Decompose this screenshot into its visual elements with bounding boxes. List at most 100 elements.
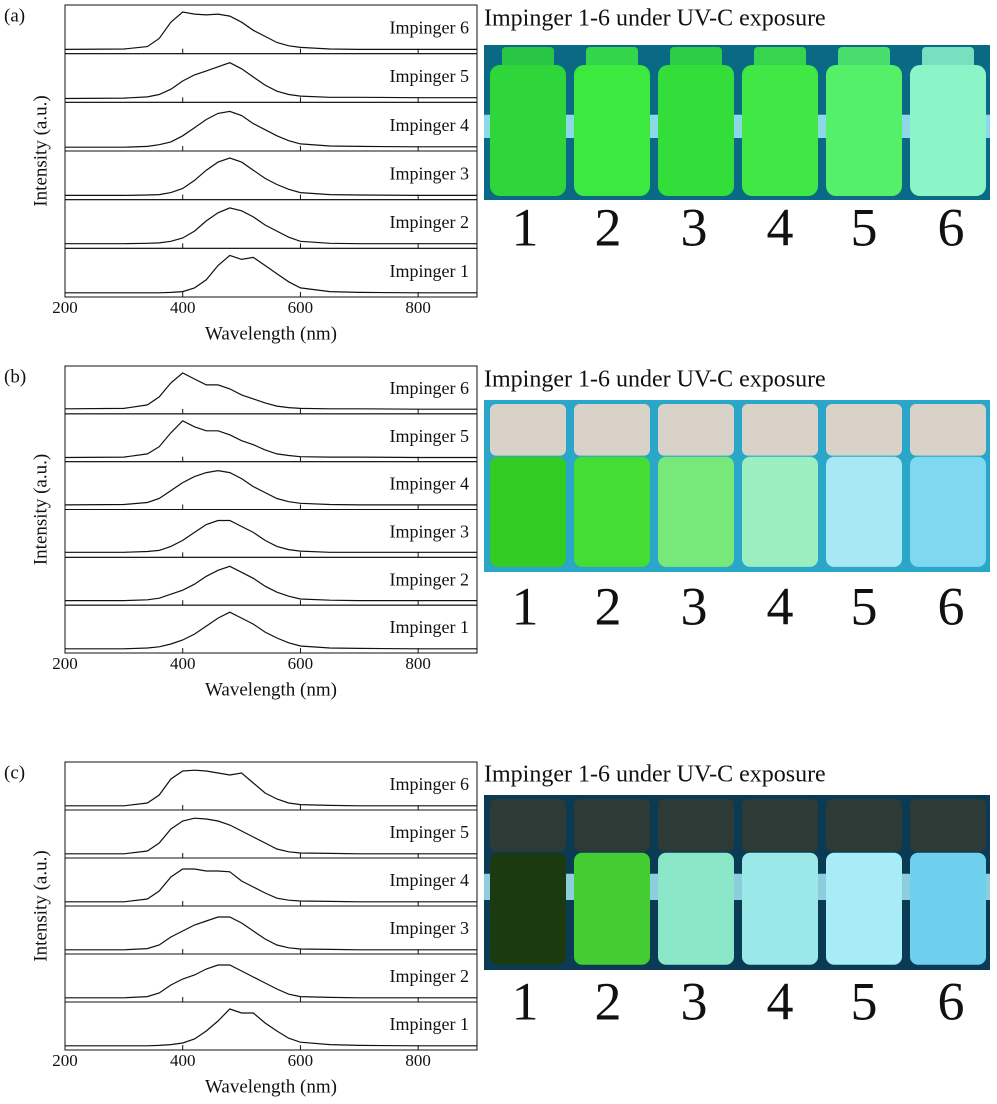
x-tick-label: 200	[52, 1051, 78, 1070]
vial-cap	[658, 799, 734, 852]
series-name: Impinger 6	[390, 774, 469, 794]
vial-number: 6	[938, 576, 965, 636]
x-axis-label: Wavelength (nm)	[205, 1076, 337, 1097]
vial-neck	[754, 47, 806, 69]
spectrum-line	[64, 469, 477, 506]
vial-cap	[826, 404, 902, 456]
series-name: Impinger 2	[390, 569, 469, 589]
photo-title: Impinger 1-6 under UV-C exposure	[484, 6, 826, 32]
vial	[910, 65, 986, 196]
spectrum-line	[65, 916, 477, 951]
vial	[574, 456, 650, 567]
vial-neck	[502, 47, 554, 69]
vial	[574, 852, 650, 965]
x-tick-label: 200	[52, 298, 78, 317]
x-tick-label: 600	[288, 1051, 314, 1070]
x-tick-label: 200	[52, 654, 78, 673]
vial-number: 5	[851, 576, 878, 636]
vial-cap	[574, 404, 650, 456]
spectrum-line	[65, 1008, 477, 1047]
vial-number: 6	[938, 197, 965, 257]
vial	[658, 456, 734, 567]
vial-number: 4	[767, 576, 794, 636]
subplot-frame	[64, 761, 478, 811]
vial-number: 6	[938, 971, 965, 1031]
photo-light	[484, 873, 990, 900]
spectrum-line	[65, 157, 477, 196]
spectrum-line	[64, 372, 477, 410]
panel-label: (c)	[4, 762, 25, 783]
vial-cap	[742, 404, 818, 456]
vial-cap	[742, 799, 818, 852]
spectrum-line	[65, 868, 477, 903]
vial-number: 4	[767, 971, 794, 1031]
spectrum-line	[64, 11, 477, 50]
spectrum-line	[65, 110, 477, 148]
vial	[490, 852, 566, 965]
x-tick-label: 600	[288, 298, 314, 317]
vial-cap	[490, 404, 566, 456]
subplot-frame	[64, 4, 478, 55]
spectrum-line	[65, 565, 477, 602]
vial-number: 5	[851, 971, 878, 1031]
vial	[826, 852, 902, 965]
vial-cap	[910, 404, 986, 456]
vial	[742, 852, 818, 965]
vial-neck	[838, 47, 890, 69]
vial-number: 3	[681, 971, 708, 1031]
vial-number: 4	[767, 197, 794, 257]
vial-neck	[586, 47, 638, 69]
spectrum-line	[65, 817, 477, 855]
vial-number: 5	[851, 197, 878, 257]
x-tick-label: 400	[170, 654, 196, 673]
vial-cap	[490, 799, 566, 852]
subplot-frame	[64, 365, 478, 415]
series-name: Impinger 1	[390, 261, 469, 281]
spectrum-line	[65, 769, 477, 807]
vial	[826, 65, 902, 196]
series-name: Impinger 4	[390, 115, 469, 135]
vial-number: 1	[512, 197, 539, 257]
vial-number: 3	[681, 576, 708, 636]
spectrum-line	[65, 207, 477, 245]
series-name: Impinger 3	[390, 163, 469, 183]
x-tick-label: 400	[170, 298, 196, 317]
vial	[910, 456, 986, 567]
series-name: Impinger 3	[390, 522, 469, 542]
vial	[490, 456, 566, 567]
x-tick-label: 600	[288, 654, 314, 673]
y-axis-label: Intensity (a.u.)	[30, 454, 51, 565]
vial-cap	[826, 799, 902, 852]
spectrum-line	[65, 519, 477, 553]
series-name: Impinger 5	[390, 822, 469, 842]
series-name: Impinger 5	[390, 426, 469, 446]
series-name: Impinger 2	[390, 966, 469, 986]
x-axis-label: Wavelength (nm)	[205, 679, 337, 700]
spectrum-line	[65, 254, 477, 294]
y-axis-label: Intensity (a.u.)	[30, 850, 51, 961]
series-name: Impinger 4	[390, 870, 469, 890]
x-tick-label: 800	[405, 654, 431, 673]
vial	[910, 852, 986, 965]
vial-number: 2	[595, 971, 622, 1031]
vial	[490, 65, 566, 196]
vial	[826, 456, 902, 567]
vial	[742, 456, 818, 567]
series-name: Impinger 4	[390, 474, 469, 494]
photo	[484, 400, 990, 572]
vial	[742, 65, 818, 196]
vial	[658, 65, 734, 196]
vial	[658, 852, 734, 965]
spectrum-line	[64, 420, 477, 459]
spectrum-line	[65, 611, 477, 650]
spectrum-line	[65, 964, 477, 999]
vial-neck	[670, 47, 722, 69]
vial-neck	[922, 47, 974, 69]
series-name: Impinger 1	[390, 1014, 469, 1034]
series-name: Impinger 6	[390, 17, 469, 37]
x-axis-label: Wavelength (nm)	[205, 323, 337, 344]
vial-number: 2	[595, 576, 622, 636]
vial-number: 1	[512, 971, 539, 1031]
vial-number: 3	[681, 197, 708, 257]
